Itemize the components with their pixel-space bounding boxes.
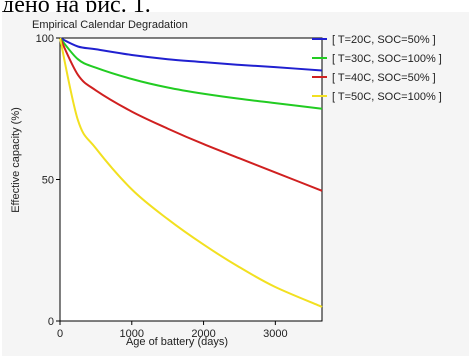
series-line-3 — [59, 37, 323, 192]
series-line-4 — [59, 37, 323, 308]
axis-layer: 0 1000 2000 3000 0 50 100 — [36, 33, 288, 340]
legend-label: [ T=50C, SOC=100% ] — [332, 91, 442, 103]
y-tick-label: 100 — [36, 33, 54, 45]
legend-label: [ T=20C, SOC=50% ] — [332, 34, 436, 46]
y-tick-label: 50 — [42, 175, 54, 187]
x-tick-label: 2000 — [191, 328, 215, 340]
series-layer — [59, 37, 323, 308]
line-chart: Empirical Calendar Degradation 0 1000 2000… — [10, 19, 442, 348]
x-tick-label: 3000 — [263, 328, 287, 340]
x-tick-label: 1000 — [120, 328, 144, 340]
x-axis-label: Age of battery (days) — [126, 336, 228, 348]
series-line-2 — [59, 37, 323, 110]
series-line-1 — [59, 37, 323, 72]
plot-area — [59, 37, 323, 322]
legend-label: [ T=30C, SOC=100% ] — [332, 53, 442, 65]
chart-panel: Empirical Calendar Degradation 0 1000 2000… — [2, 12, 469, 356]
chart-title: Empirical Calendar Degradation — [32, 19, 188, 31]
y-axis-label: Effective capacity (%) — [10, 107, 22, 213]
legend-label: [ T=40C, SOC=50% ] — [332, 72, 436, 84]
x-tick-label: 0 — [57, 328, 63, 340]
y-tick-label: 0 — [48, 316, 54, 328]
legend: [ T=20C, SOC=50% ] [ T=30C, SOC=100% ] [ T… — [312, 34, 442, 103]
